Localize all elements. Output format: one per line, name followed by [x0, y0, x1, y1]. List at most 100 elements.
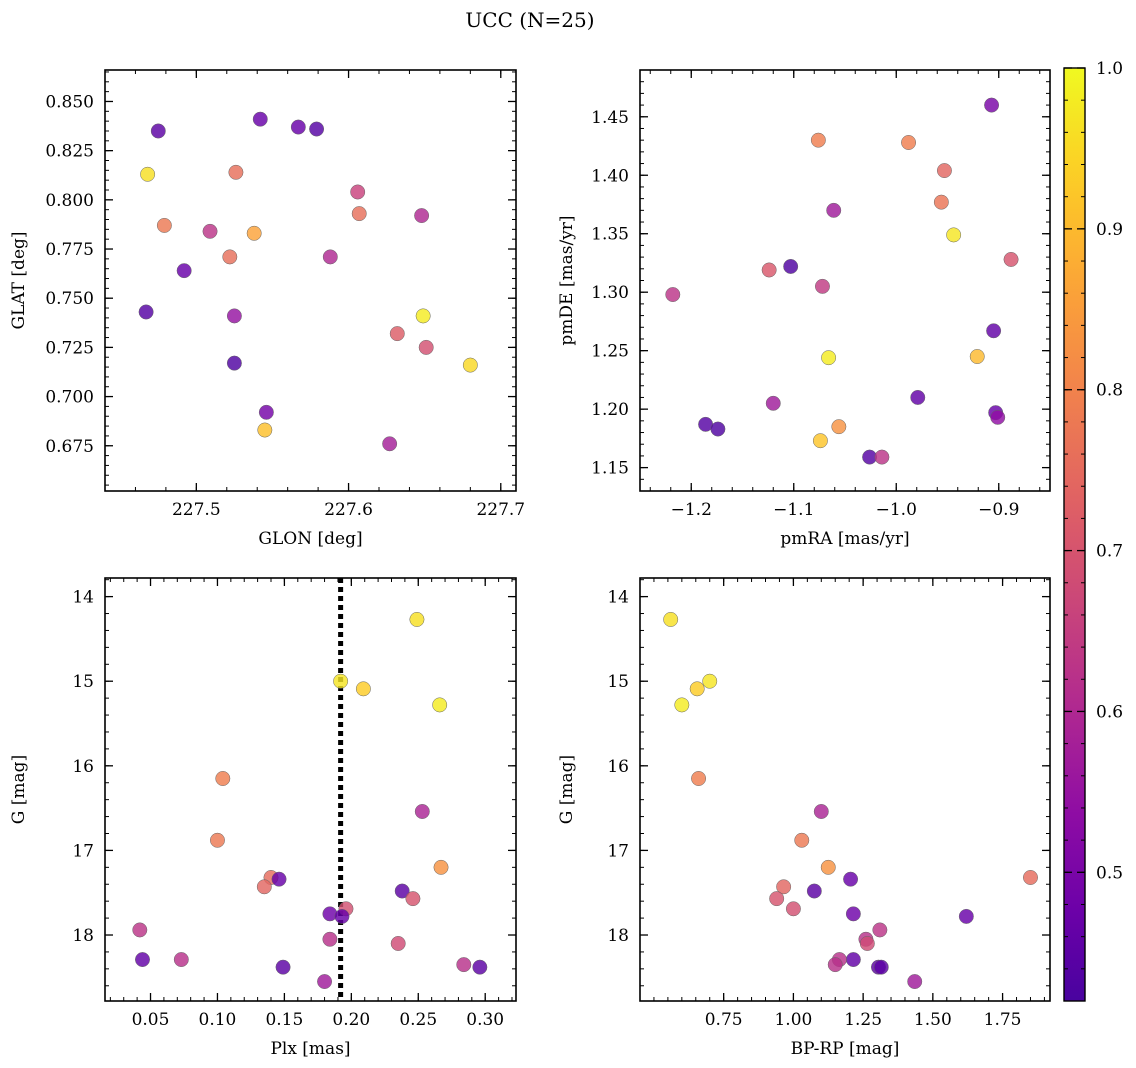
panel-glon-glat-ytick-label: 0.725: [45, 338, 94, 358]
scatter-point: [769, 891, 785, 907]
panel-pmra-pmde: −1.2 −1.1 −1.0 −0.9 1.15 1.20 1.25 1.30 1.35 1.40…: [557, 69, 1051, 549]
scatter-point: [290, 119, 306, 135]
panel-pmra-pmde-ytick-label: 1.30: [591, 283, 629, 303]
scatter-point: [665, 287, 681, 302]
panel-plx-g-xtick-label: 0.30: [466, 1010, 504, 1030]
scatter-point: [390, 936, 406, 951]
panel-plx-g-xtick-label: 0.15: [265, 1010, 303, 1030]
panel-plx-g-ytick-label: 15: [72, 672, 94, 692]
scatter-point: [831, 419, 847, 435]
scatter-point: [138, 304, 154, 320]
panel-bprp-g-xtick-label: 0.75: [705, 1010, 743, 1030]
panel-glon-glat-xtick-label: 227.6: [324, 500, 373, 520]
panel-plx-g-ticks: [105, 578, 516, 1001]
scatter-point: [702, 673, 718, 689]
scatter-point: [986, 323, 1002, 339]
scatter-point: [389, 326, 405, 342]
panel-plx-g-frame: [104, 577, 517, 1002]
panel-bprp-g: 0.75 1.00 1.25 1.50 1.75 14 15 16 17 18 BP-RP [mag…: [557, 577, 1051, 1059]
scatter-point: [874, 449, 890, 465]
scatter-point: [761, 262, 777, 278]
scatter-point: [710, 421, 726, 437]
scatter-point: [432, 697, 448, 713]
panel-bprp-g-ytick-label: 17: [607, 841, 629, 861]
scatter-point: [135, 952, 150, 967]
scatter-point: [1023, 870, 1038, 885]
scatter-point: [663, 612, 679, 627]
scatter-point: [456, 957, 472, 973]
scatter-point: [226, 308, 242, 324]
scatter-point: [910, 389, 926, 405]
panel-plx-g-ytick-label: 17: [72, 841, 94, 861]
scatter-point: [827, 957, 843, 973]
panel-glon-glat-ytick-label: 0.750: [45, 289, 94, 309]
scatter-point: [969, 349, 985, 364]
panel-glon-glat-ytick-label: 0.675: [45, 437, 94, 457]
scatter-point: [222, 249, 238, 265]
scatter-point: [765, 395, 781, 411]
panel-plx-g: 0.05 0.10 0.15 0.20 0.25 0.30 14 15 16 17 18 Plx [m…: [9, 577, 517, 1059]
panel-pmra-pmde-ytick-label: 1.25: [591, 342, 629, 362]
panel-pmra-pmde-ytick-label: 1.20: [591, 400, 629, 420]
scatter-point: [333, 673, 349, 689]
panel-pmra-pmde-xtick-label: −0.9: [978, 500, 1019, 520]
panel-glon-glat-ytick-label: 0.850: [45, 92, 94, 112]
scatter-point: [257, 422, 273, 438]
scatter-point: [472, 959, 488, 975]
panel-glon-glat-ytick-label: 0.800: [45, 191, 94, 211]
scatter-point: [271, 871, 287, 887]
scatter-point: [826, 202, 842, 218]
scatter-point: [215, 771, 231, 786]
panel-glon-glat-xlabel: GLON [deg]: [258, 529, 362, 549]
colorbar-frame: [1063, 67, 1086, 1002]
scatter-point: [843, 871, 859, 887]
scatter-point: [322, 249, 338, 265]
scatter-point: [689, 681, 705, 697]
colorbar-tick-label: 0.7: [1096, 542, 1123, 562]
scatter-point: [872, 922, 888, 938]
scatter-point: [845, 952, 861, 967]
scatter-point: [674, 697, 690, 713]
scatter-point: [946, 227, 962, 243]
scatter-point: [132, 922, 148, 938]
panel-glon-glat-points: [138, 111, 478, 452]
panel-plx-g-xlabel: Plx [mas]: [270, 1039, 350, 1059]
scatter-point: [984, 97, 1000, 113]
colorbar-tick-label: 1.0: [1096, 59, 1123, 79]
panel-pmra-pmde-xtick-label: −1.1: [773, 500, 814, 520]
scatter-point: [309, 121, 325, 137]
scatter-point: [405, 891, 421, 907]
panel-pmra-pmde-xlabel: pmRA [mas/yr]: [780, 529, 909, 549]
panel-bprp-g-ytick-label: 16: [607, 757, 629, 777]
panel-glon-glat-ytick-label: 0.775: [45, 240, 94, 260]
scatter-point: [845, 906, 861, 922]
panel-pmra-pmde-ticks: [640, 70, 1050, 492]
panel-bprp-g-ylabel: G [mag]: [557, 755, 577, 824]
scatter-point: [322, 931, 338, 947]
panel-pmra-pmde-xtick-label: −1.0: [876, 500, 917, 520]
scatter-point: [936, 163, 952, 179]
panel-plx-g-xtick-label: 0.25: [399, 1010, 437, 1030]
panel-glon-glat-ticks: [105, 70, 516, 491]
colorbar-tick-label: 0.9: [1096, 220, 1123, 240]
panel-pmra-pmde-ytick-label: 1.40: [591, 166, 629, 186]
panel-plx-g-xtick-label: 0.05: [132, 1010, 170, 1030]
scatter-point: [1003, 252, 1019, 267]
colorbar-tick-label: 0.8: [1096, 381, 1123, 401]
panel-glon-glat-frame: [104, 69, 517, 492]
scatter-point: [275, 959, 291, 975]
panel-bprp-g-frame: [639, 577, 1051, 1002]
scatter-point: [140, 166, 156, 182]
panel-bprp-g-points: [663, 612, 1038, 989]
panel-pmra-pmde-ytick-label: 1.35: [591, 225, 629, 245]
scatter-point: [821, 350, 837, 366]
figure-title: UCC (N=25): [465, 8, 594, 32]
scatter-point: [409, 612, 425, 627]
colorbar-gradient: [1064, 68, 1085, 1001]
scatter-point: [210, 832, 225, 848]
scatter-point: [382, 436, 398, 452]
panel-glon-glat-xtick-label: 227.5: [172, 500, 221, 520]
scatter-point: [202, 223, 218, 239]
scatter-point: [414, 208, 430, 224]
